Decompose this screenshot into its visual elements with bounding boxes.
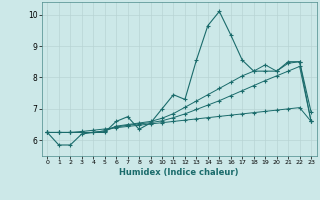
X-axis label: Humidex (Indice chaleur): Humidex (Indice chaleur) [119, 168, 239, 177]
